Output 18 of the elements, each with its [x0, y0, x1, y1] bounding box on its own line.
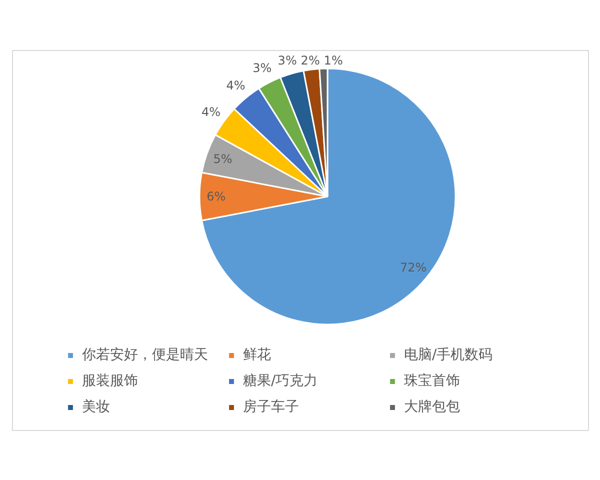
- legend-label: 珠宝首饰: [404, 372, 461, 390]
- legend-label: 糖果/巧克力: [243, 372, 319, 390]
- legend-label: 服装服饰: [82, 372, 139, 390]
- legend-label: 房子车子: [243, 398, 300, 416]
- data-label: 3%: [252, 61, 272, 76]
- data-label: 6%: [206, 190, 226, 204]
- legend-label: 大牌包包: [404, 398, 461, 416]
- legend-label: 美妆: [82, 398, 111, 416]
- data-label: 1%: [324, 54, 343, 68]
- legend-label: 鲜花: [243, 346, 272, 364]
- data-label: 3%: [278, 54, 297, 68]
- data-label: 5%: [213, 152, 232, 166]
- legend-label: 电脑/手机数码: [404, 346, 494, 364]
- legend-label: 你若安好，便是晴天: [82, 346, 209, 364]
- data-label: 2%: [300, 54, 320, 68]
- data-label: 4%: [226, 78, 246, 93]
- data-label: 72%: [400, 260, 427, 274]
- data-label: 4%: [201, 104, 221, 119]
